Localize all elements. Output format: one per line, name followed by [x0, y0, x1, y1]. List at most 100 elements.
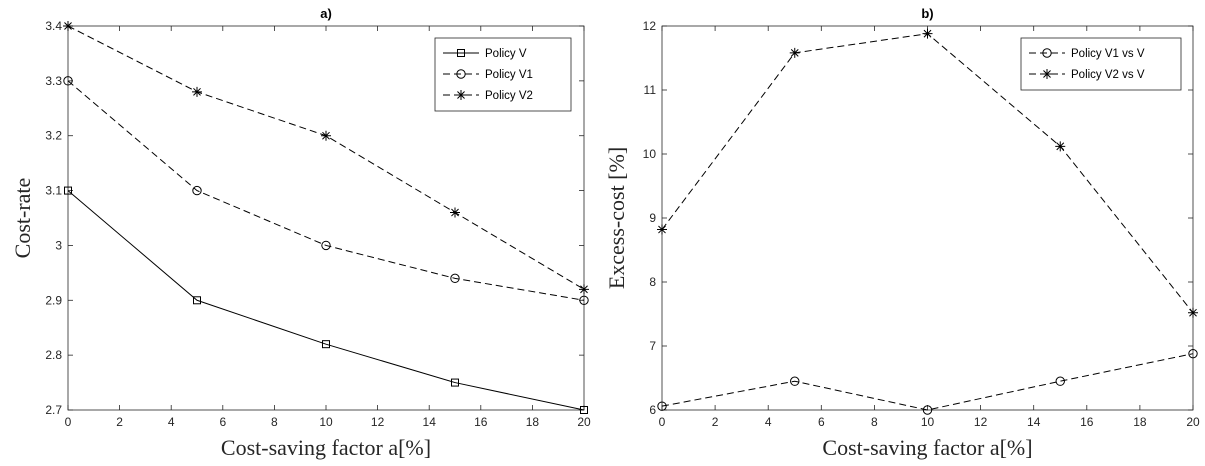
panel-title: b) — [921, 6, 933, 21]
y-tick-label: 7 — [649, 339, 656, 353]
series-line — [67, 80, 585, 301]
data-point — [922, 405, 933, 415]
marker-square — [193, 296, 201, 305]
marker-square — [457, 49, 465, 57]
marker-star — [192, 86, 202, 97]
y-tick-label: 3.4 — [45, 19, 62, 33]
marker-circle — [450, 273, 460, 284]
x-tick-label: 10 — [921, 415, 935, 429]
y-tick-label: 12 — [643, 19, 657, 33]
y-tick-label: 3.3 — [45, 74, 62, 88]
marker-star — [1055, 141, 1066, 152]
legend-label: Policy V2 — [485, 90, 533, 102]
marker-circle — [922, 405, 933, 415]
data-point — [1188, 348, 1198, 359]
data-point — [789, 47, 800, 58]
x-tick-label: 16 — [1080, 415, 1094, 429]
y-tick-label: 11 — [644, 83, 657, 97]
x-tick-label: 18 — [526, 415, 540, 429]
data-point — [580, 406, 588, 414]
y-tick-label: 2.9 — [45, 293, 62, 307]
panel-title: a) — [320, 6, 332, 21]
series-policy-v1-vs-v — [657, 348, 1198, 415]
legend-entry: Policy V2 vs V — [1029, 69, 1145, 81]
marker-circle — [1042, 48, 1052, 58]
marker-circle — [321, 240, 331, 251]
chart-panel-a: 0 2 4 6 8 10 12 14 16 18 20 2.7 2.8 2.9 3 3.1 3.2 3.3 3.4 a… — [10, 6, 591, 460]
marker-star — [579, 284, 589, 295]
marker-square — [580, 406, 588, 414]
x-tick-label: 10 — [319, 415, 333, 429]
data-point — [1055, 376, 1065, 386]
marker-star — [922, 28, 933, 39]
y-tick-label: 3.1 — [45, 184, 62, 198]
x-tick-label: 0 — [659, 415, 666, 429]
data-point — [64, 186, 72, 195]
y-tick-label: 2.8 — [45, 348, 62, 362]
y-tick-label: 9 — [649, 211, 656, 225]
legend-label: Policy V2 vs V — [1071, 69, 1145, 81]
data-point — [579, 295, 589, 305]
y-tick-label: 10 — [643, 147, 657, 161]
y-tick-label: 2.7 — [45, 403, 62, 417]
legend-label: Policy V1 vs V — [1071, 48, 1145, 60]
legend-marker — [456, 69, 466, 79]
data-point — [193, 296, 201, 305]
legend-box — [1020, 37, 1182, 91]
data-point — [321, 130, 331, 141]
x-tick-label: 12 — [371, 415, 385, 429]
marker-star — [1042, 69, 1052, 79]
x-tick-label: 20 — [577, 415, 591, 429]
y-tick-label: 8 — [649, 275, 656, 289]
data-point — [321, 240, 331, 251]
data-point — [1055, 141, 1066, 152]
marker-circle — [790, 376, 800, 386]
data-point — [322, 340, 330, 349]
y-axis-label: Cost-rate — [10, 178, 35, 259]
data-point — [657, 224, 667, 235]
x-tick-label: 6 — [818, 415, 825, 429]
legend-marker — [457, 49, 465, 57]
data-point — [1188, 307, 1198, 318]
marker-circle — [1055, 376, 1065, 386]
x-tick-label: 8 — [871, 415, 878, 429]
y-tick-label: 3 — [55, 238, 62, 252]
y-tick-label: 3.2 — [45, 129, 62, 143]
marker-square — [451, 378, 459, 387]
marker-circle — [657, 401, 667, 411]
data-point — [657, 401, 667, 411]
x-tick-label: 20 — [1186, 415, 1200, 429]
series-policy-v2-vs-v — [657, 28, 1198, 318]
data-point — [790, 376, 800, 386]
data-point — [450, 273, 460, 284]
x-tick-label: 4 — [168, 415, 175, 429]
x-tick-label: 2 — [116, 415, 123, 429]
marker-square — [322, 340, 330, 349]
marker-circle — [192, 185, 202, 196]
data-point — [922, 28, 933, 39]
chart-panel-b: 0 2 4 6 8 10 12 14 16 18 20 6 7 8 9 10 11 12 b) Cost-saving… — [604, 6, 1200, 460]
x-tick-label: 4 — [765, 415, 772, 429]
data-point — [451, 378, 459, 387]
y-axis-label: Excess-cost [%] — [604, 147, 629, 289]
series-policy-v2 — [63, 21, 589, 295]
x-tick-label: 16 — [474, 415, 488, 429]
data-point — [192, 86, 202, 97]
marker-star — [657, 224, 667, 235]
legend-label: Policy V — [485, 48, 527, 60]
marker-square — [64, 186, 72, 195]
marker-star — [1188, 307, 1198, 318]
legend-label: Policy V1 — [485, 69, 533, 81]
series-line — [67, 190, 585, 411]
x-tick-label: 2 — [712, 415, 719, 429]
data-point — [579, 284, 589, 295]
marker-circle — [1188, 348, 1198, 359]
legend-marker — [456, 90, 466, 100]
marker-star — [321, 130, 331, 141]
legend: Policy V1 vs V Policy V2 vs V — [1020, 37, 1182, 91]
marker-star — [63, 21, 73, 31]
x-tick-label: 12 — [974, 415, 988, 429]
marker-circle — [579, 295, 589, 305]
x-tick-label: 14 — [1027, 415, 1041, 429]
